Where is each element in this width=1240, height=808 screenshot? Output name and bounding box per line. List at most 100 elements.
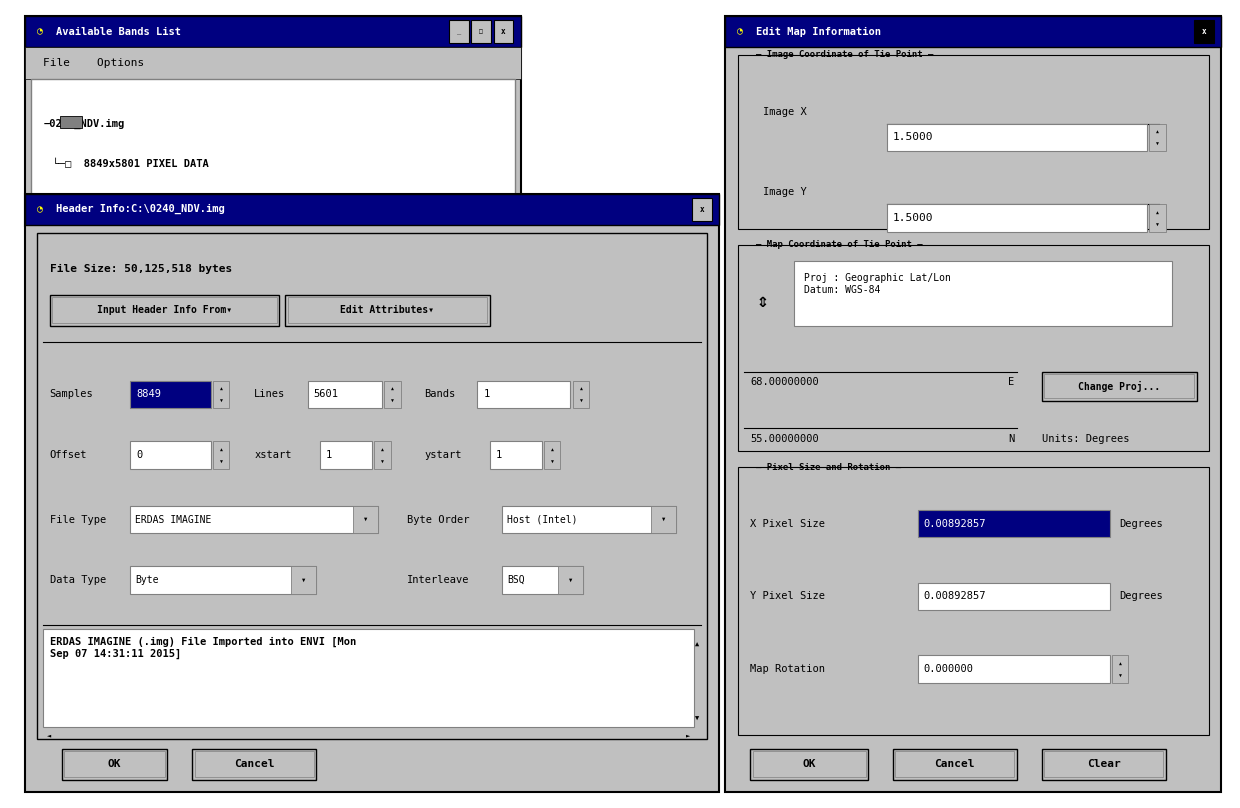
Text: ▼: ▼	[391, 398, 394, 403]
Text: X Pixel Size: X Pixel Size	[750, 519, 825, 528]
Bar	[50, 295, 279, 326]
Bar	[738, 245, 1209, 451]
Bar	[62, 749, 167, 780]
Bar	[1149, 204, 1166, 232]
Bar	[288, 297, 487, 323]
Text: ERDAS IMAGINE (.img) File Imported into ENVI [Mon
Sep 07 14:31:11 2015]: ERDAS IMAGINE (.img) File Imported into …	[50, 637, 356, 659]
Text: ▲: ▲	[391, 385, 394, 391]
Text: Edit Attributes▾: Edit Attributes▾	[341, 305, 434, 315]
Bar	[25, 194, 719, 225]
Text: 1: 1	[484, 389, 490, 399]
Bar	[738, 467, 1209, 735]
Bar	[573, 381, 589, 408]
Bar	[490, 441, 542, 469]
Bar	[64, 751, 165, 777]
Bar	[738, 55, 1209, 229]
Text: Edit Map Information: Edit Map Information	[756, 27, 882, 36]
Text: Interleave: Interleave	[407, 575, 469, 585]
Text: 5601: 5601	[314, 389, 339, 399]
Text: ▼: ▼	[579, 398, 583, 403]
Text: Degrees: Degrees	[1120, 519, 1163, 528]
Text: xstart: xstart	[254, 450, 291, 460]
Text: Bands: Bands	[424, 389, 455, 399]
Text: ◔: ◔	[738, 27, 743, 36]
Text: ▼: ▼	[1156, 221, 1159, 227]
Text: ▲: ▲	[1156, 128, 1159, 134]
Bar	[558, 566, 583, 594]
Text: ▼: ▼	[303, 578, 305, 583]
Text: Degrees: Degrees	[1120, 591, 1163, 601]
Text: 0: 0	[136, 450, 143, 460]
Text: Units: Degrees: Units: Degrees	[1042, 434, 1130, 444]
Text: x: x	[1202, 27, 1207, 36]
Text: 68.00000000: 68.00000000	[750, 377, 818, 387]
Text: Data Type: Data Type	[50, 575, 105, 585]
Bar	[213, 441, 229, 469]
Text: Image Y: Image Y	[763, 187, 806, 197]
Text: ►: ►	[686, 732, 691, 739]
Bar	[25, 16, 521, 226]
Text: Cancel: Cancel	[935, 760, 975, 769]
Bar	[60, 116, 82, 128]
Text: Byte: Byte	[135, 575, 159, 585]
Text: ▼: ▼	[551, 458, 554, 464]
Text: File    Options: File Options	[43, 58, 145, 68]
Text: Available Bands List: Available Bands List	[56, 27, 181, 36]
Bar	[192, 749, 316, 780]
Text: ▲: ▲	[551, 446, 554, 452]
Bar	[308, 381, 382, 408]
Bar	[449, 20, 469, 43]
Text: ▲: ▲	[1156, 209, 1159, 215]
Bar	[887, 204, 1147, 232]
Text: ▼: ▼	[662, 517, 665, 522]
Text: ▼: ▼	[219, 458, 223, 464]
Text: N: N	[1008, 434, 1014, 444]
Bar	[502, 566, 583, 594]
Bar	[893, 749, 1017, 780]
Text: −0240_NDV.img: −0240_NDV.img	[43, 119, 125, 128]
Text: Cancel: Cancel	[234, 760, 274, 769]
Bar	[213, 381, 229, 408]
Bar	[753, 751, 866, 777]
Bar	[1112, 655, 1128, 683]
Bar	[1042, 749, 1166, 780]
Text: 1.5000: 1.5000	[893, 133, 934, 142]
Bar	[725, 16, 1221, 792]
Bar	[374, 441, 391, 469]
Bar	[353, 506, 378, 533]
Bar	[477, 381, 570, 408]
Bar	[494, 20, 513, 43]
Bar	[130, 566, 316, 594]
Text: OK: OK	[108, 760, 122, 769]
Bar	[918, 510, 1110, 537]
Text: Proj : Geographic Lat/Lon
Datum: WGS-84: Proj : Geographic Lat/Lon Datum: WGS-84	[804, 273, 950, 295]
Text: ▲: ▲	[219, 385, 223, 391]
Text: ▼: ▼	[381, 458, 384, 464]
Bar	[130, 506, 378, 533]
Bar	[1149, 124, 1166, 151]
Bar	[895, 751, 1014, 777]
Bar	[794, 261, 1172, 326]
Bar	[384, 381, 401, 408]
Text: Input Header Info From▾: Input Header Info From▾	[97, 305, 232, 315]
Bar	[502, 506, 676, 533]
Text: 0.00892857: 0.00892857	[924, 519, 986, 528]
Text: 0.000000: 0.000000	[924, 664, 973, 674]
Bar	[285, 295, 490, 326]
Text: □: □	[479, 29, 484, 34]
Text: 0.00892857: 0.00892857	[924, 591, 986, 601]
Bar	[750, 749, 868, 780]
Bar	[887, 124, 1147, 151]
Text: File Size: 50,125,518 bytes: File Size: 50,125,518 bytes	[50, 264, 232, 274]
Bar	[918, 655, 1110, 683]
Text: OK: OK	[802, 760, 816, 769]
Text: 1: 1	[496, 450, 502, 460]
Text: ▼: ▼	[219, 398, 223, 403]
Text: — Pixel Size and Rotation —: — Pixel Size and Rotation —	[756, 462, 901, 472]
Text: ystart: ystart	[424, 450, 461, 460]
Text: ▼: ▼	[569, 578, 572, 583]
Bar	[320, 441, 372, 469]
Bar	[130, 441, 211, 469]
Bar	[1044, 751, 1163, 777]
Bar	[692, 198, 712, 221]
